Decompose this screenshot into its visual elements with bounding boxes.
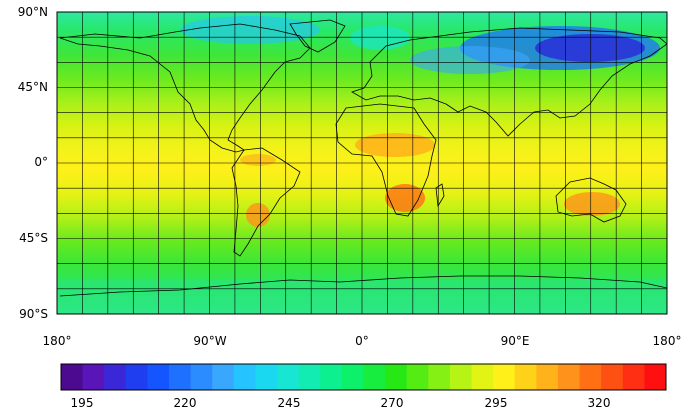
graticule xyxy=(57,12,667,314)
colorbar-swatch xyxy=(104,364,127,390)
colorbar-label-320: 320 xyxy=(588,396,611,410)
colorbar-swatch xyxy=(341,364,364,390)
longitude-labels: 180° 90°W 0° 90°E 180° xyxy=(43,334,682,348)
cold-region-scandinavia xyxy=(350,26,410,50)
colorbar-swatch xyxy=(514,364,537,390)
colorbar-swatch xyxy=(82,364,105,390)
south-america-outline xyxy=(231,147,301,257)
colorbar-swatch xyxy=(169,364,192,390)
colorbar-swatch xyxy=(190,364,213,390)
lat-label-45n: 45°N xyxy=(18,80,48,94)
colorbar-swatch xyxy=(644,364,667,390)
continent-outlines xyxy=(59,19,667,297)
lat-label-45s: 45°S xyxy=(19,231,48,245)
colorbar-swatch xyxy=(493,364,516,390)
cold-region-central-asia xyxy=(410,46,530,74)
colorbar-swatch xyxy=(428,364,451,390)
colorbar-label-270: 270 xyxy=(381,396,404,410)
colorbar-swatch xyxy=(320,364,343,390)
colorbar-swatch xyxy=(385,364,408,390)
colorbar-swatch xyxy=(471,364,494,390)
colorbar-swatch xyxy=(298,364,321,390)
colorbar-swatch xyxy=(212,364,235,390)
hot-region-south-america xyxy=(246,203,270,227)
colorbar-swatch xyxy=(233,364,256,390)
lat-label-0: 0° xyxy=(34,155,48,169)
colorbar-swatch xyxy=(601,364,624,390)
colorbar-swatch xyxy=(147,364,170,390)
latitude-labels: 90°N 45°N 0° 45°S 90°S xyxy=(18,5,48,321)
madagascar-outline xyxy=(435,183,445,208)
colorbar-label-195: 195 xyxy=(71,396,94,410)
lat-label-90s: 90°S xyxy=(19,307,48,321)
colorbar-label-220: 220 xyxy=(174,396,197,410)
antarctica-outline xyxy=(59,275,667,297)
colorbar-swatch xyxy=(536,364,559,390)
north-america-outline xyxy=(59,23,311,153)
cold-core-siberia xyxy=(535,34,645,62)
cold-region-canada xyxy=(180,16,320,44)
lon-label-90w: 90°W xyxy=(193,334,226,348)
lat-label-90n: 90°N xyxy=(18,5,48,19)
australia-outline xyxy=(555,177,627,223)
colorbar-swatch xyxy=(61,364,84,390)
colorbar-swatch xyxy=(579,364,602,390)
colorbar-swatch xyxy=(125,364,148,390)
colorbar-swatch xyxy=(449,364,473,390)
colorbar-label-295: 295 xyxy=(485,396,508,410)
colorbar-swatch xyxy=(406,364,429,390)
hot-region-australia xyxy=(564,192,620,216)
africa-outline xyxy=(335,103,437,217)
greenland-outline xyxy=(289,19,346,53)
colorbar-swatch xyxy=(277,364,300,390)
colorbar-swatch xyxy=(255,364,278,390)
lon-label-180e: 180° xyxy=(653,334,682,348)
colorbar-label-245: 245 xyxy=(278,396,301,410)
map-frame xyxy=(56,11,668,315)
colorbar-swatch xyxy=(363,364,386,390)
colorbar-tick-labels: 195 220 245 270 295 320 xyxy=(71,396,611,410)
colorbar-swatch xyxy=(557,364,581,390)
hot-region-sahara xyxy=(355,133,435,157)
lon-label-90e: 90°E xyxy=(501,334,530,348)
hot-region-amazon xyxy=(240,154,276,166)
colorbar xyxy=(60,363,667,391)
lon-label-180w: 180° xyxy=(43,334,72,348)
colorbar-swatch xyxy=(622,364,645,390)
lon-label-0: 0° xyxy=(355,334,369,348)
colorbar-frame xyxy=(60,363,667,391)
